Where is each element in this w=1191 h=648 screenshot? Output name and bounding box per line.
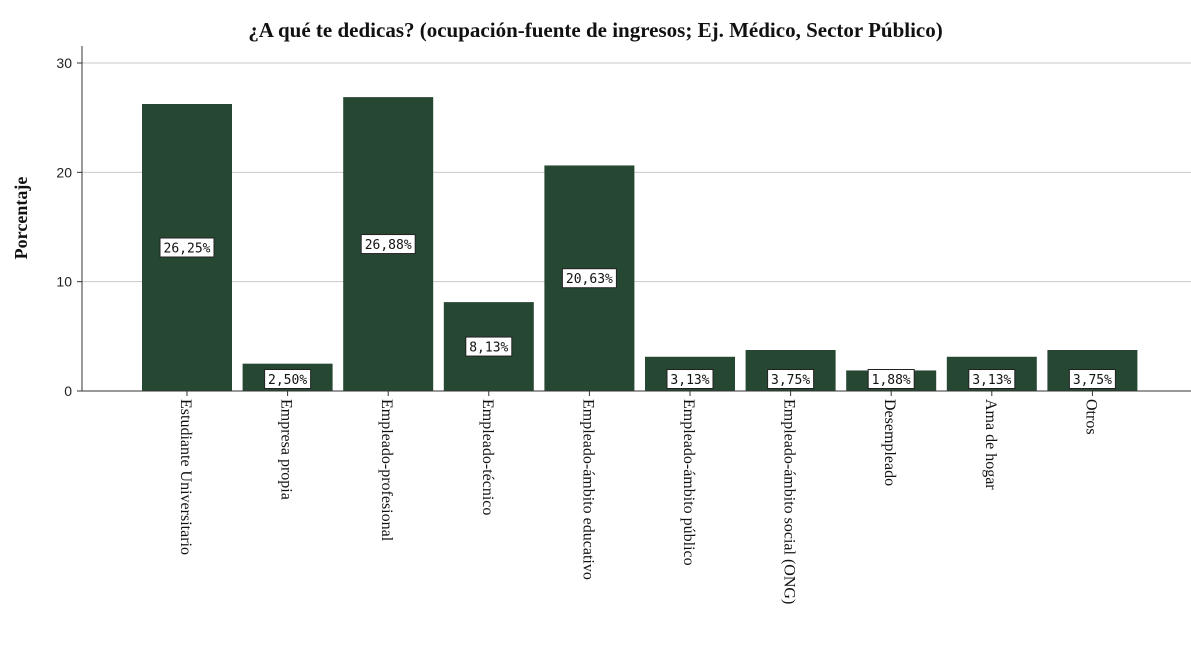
x-tick-label: Desempleado [881, 399, 898, 486]
data-label-box [767, 369, 815, 389]
x-tick-label: Empleado-ámbito social (ONG) [781, 399, 798, 604]
y-tick-label: 30 [56, 55, 72, 71]
data-label: 8,13% [469, 341, 508, 356]
bars [142, 97, 1138, 391]
data-label-box [561, 268, 617, 289]
data-label-box [360, 234, 416, 255]
data-label-box [465, 336, 513, 357]
data-label: 3,13% [670, 373, 709, 388]
data-labels: 26,25% 2,50% 26,88% 8,13% 20,63% 3,13% 3,75% 1,… [159, 234, 1116, 389]
data-label: 2,50% [268, 373, 307, 388]
x-tick-label: Empleado-técnico [479, 399, 496, 515]
x-tick-label: Ama de hogar [982, 399, 999, 490]
data-label: 26,88% [365, 238, 412, 253]
data-label-box [1068, 369, 1116, 389]
y-tick-label: 0 [64, 383, 72, 399]
x-tick-label: Empleado-profesional [378, 399, 395, 542]
data-label-box [867, 369, 915, 389]
y-tick-label: 20 [56, 164, 72, 180]
data-label-box [159, 237, 215, 258]
y-tick-label: 10 [56, 274, 72, 290]
data-label: 3,13% [972, 373, 1011, 388]
y-axis-title: Porcentaje [11, 177, 31, 260]
data-label: 20,63% [566, 272, 613, 287]
data-label-box [264, 369, 312, 389]
data-label-box [666, 369, 714, 389]
data-label: 3,75% [1073, 373, 1112, 388]
x-tick-label: Empleado-ámbito educativo [579, 399, 596, 580]
x-tick-label: Empresa propia [278, 399, 295, 500]
chart-title: ¿A qué te dedicas? (ocupación-fuente de … [248, 18, 943, 42]
data-label: 1,88% [872, 373, 911, 388]
x-tick-label: Estudiante Universitario [177, 399, 194, 555]
x-tick-label: Empleado-ámbito público [680, 399, 697, 566]
gridlines [82, 62, 1191, 283]
axes: 0 10 20 30 Estudiante Universitario Empresa p… [56, 46, 1191, 604]
data-label: 26,25% [164, 242, 211, 257]
x-tick-label: Otros [1082, 399, 1099, 435]
data-label-box [968, 369, 1016, 389]
data-label: 3,75% [771, 373, 810, 388]
